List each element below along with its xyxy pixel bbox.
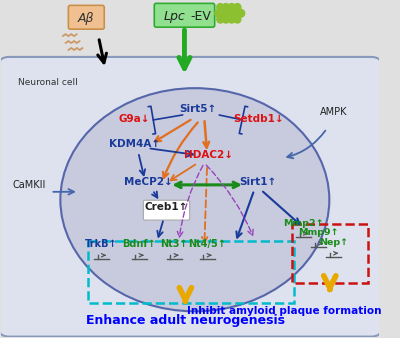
Text: CaMKII: CaMKII [13, 180, 46, 190]
Text: Nt3↑: Nt3↑ [160, 239, 188, 249]
Text: Enhance adult neurogenesis: Enhance adult neurogenesis [86, 314, 285, 327]
Text: Setdb1↓: Setdb1↓ [233, 114, 283, 124]
Ellipse shape [60, 88, 329, 311]
Circle shape [222, 4, 230, 11]
Text: Sirt5↑: Sirt5↑ [179, 104, 216, 115]
Text: -EV: -EV [190, 10, 211, 23]
FancyBboxPatch shape [144, 200, 190, 220]
Circle shape [238, 9, 245, 17]
Text: Mmp2↑: Mmp2↑ [283, 218, 324, 227]
Text: Creb1↑: Creb1↑ [145, 202, 188, 212]
Circle shape [215, 9, 222, 17]
Text: Inhibit amyloid plaque formation: Inhibit amyloid plaque formation [187, 306, 382, 316]
Text: Bdnf↑: Bdnf↑ [122, 239, 156, 249]
FancyBboxPatch shape [0, 57, 383, 337]
Circle shape [228, 4, 235, 11]
Text: Neuronal cell: Neuronal cell [18, 78, 78, 87]
Text: KDM4A↑: KDM4A↑ [109, 139, 160, 149]
Circle shape [217, 4, 224, 11]
Circle shape [234, 16, 241, 23]
Text: MeCP2↓: MeCP2↓ [124, 177, 173, 187]
FancyBboxPatch shape [154, 3, 215, 27]
Circle shape [222, 16, 230, 23]
FancyBboxPatch shape [68, 5, 104, 29]
Text: AMPK: AMPK [320, 107, 348, 117]
Circle shape [228, 16, 235, 23]
Circle shape [217, 16, 224, 23]
Circle shape [220, 9, 228, 17]
Circle shape [232, 9, 239, 17]
Circle shape [234, 4, 241, 11]
Text: Sirt1↑: Sirt1↑ [240, 177, 277, 187]
Text: G9a↓: G9a↓ [119, 114, 150, 124]
Text: Lpc: Lpc [163, 10, 185, 23]
Text: TrkB↑: TrkB↑ [85, 239, 118, 249]
Text: Aβ: Aβ [78, 12, 94, 25]
Circle shape [226, 9, 233, 17]
Text: HDAC2↓: HDAC2↓ [184, 150, 234, 160]
Text: Nep↑: Nep↑ [319, 238, 348, 247]
Text: Mmp9↑: Mmp9↑ [298, 228, 339, 237]
Text: Nt4/5↑: Nt4/5↑ [188, 239, 226, 249]
